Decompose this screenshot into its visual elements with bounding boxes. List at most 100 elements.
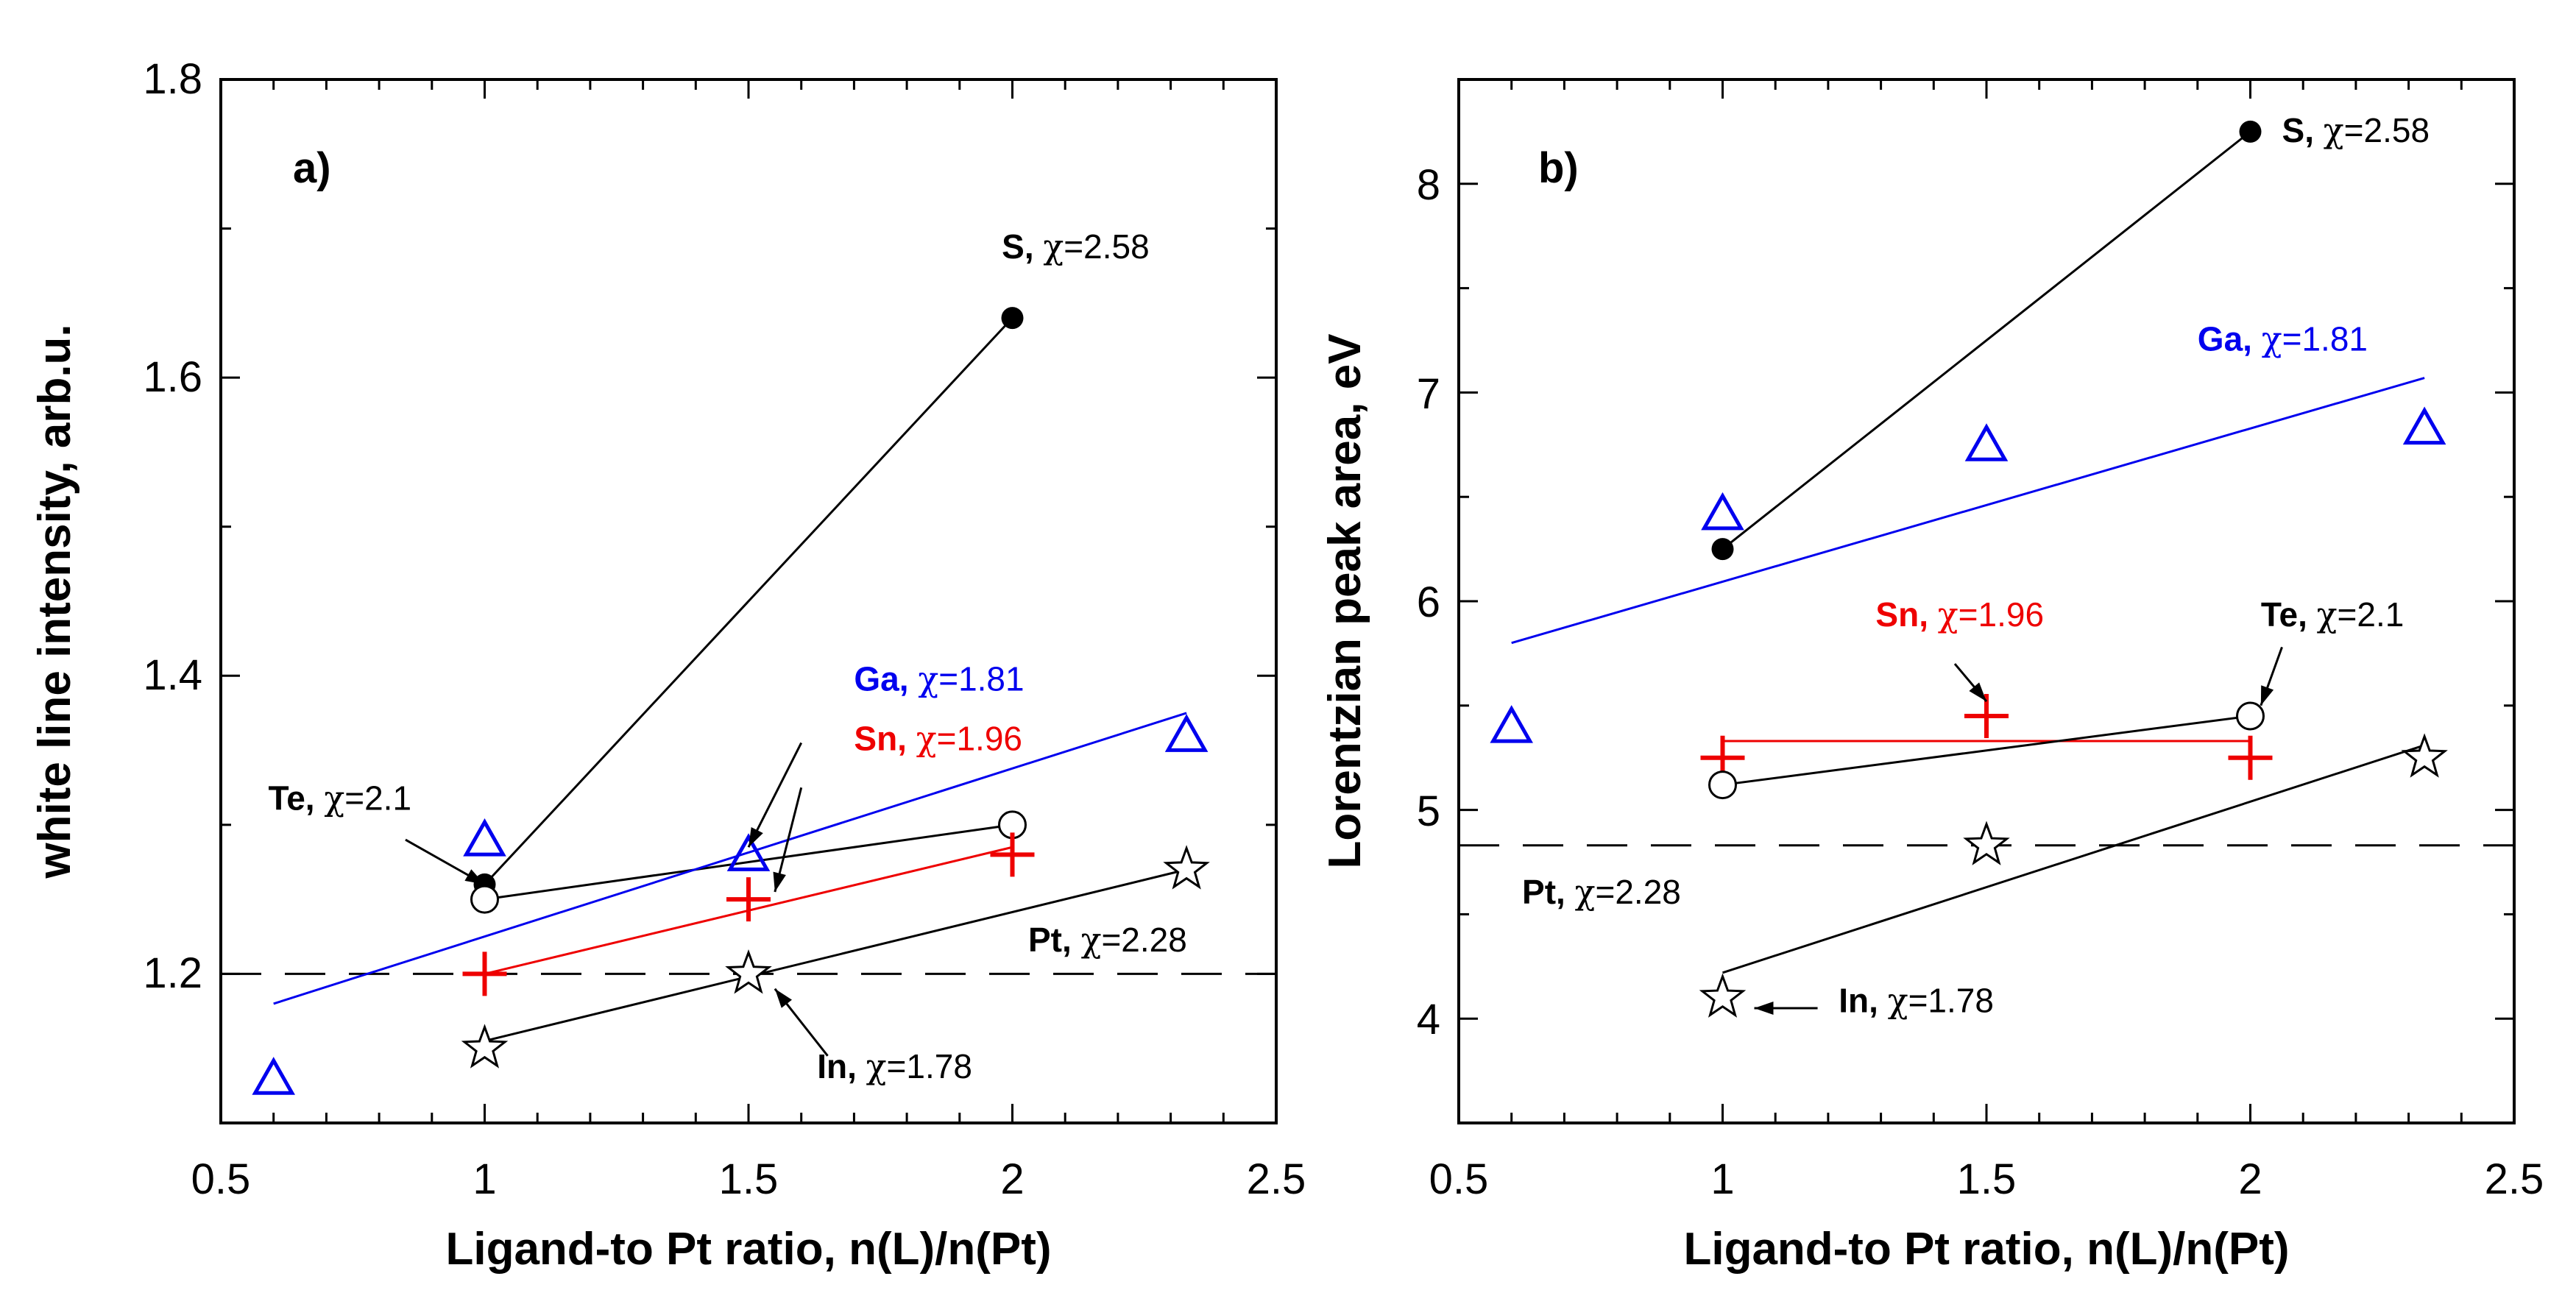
fit-line-ga	[1511, 377, 2425, 645]
fit-line-ga	[273, 712, 1187, 1005]
data-point-sn	[2228, 735, 2273, 780]
annotation-label: Pt, χ=2.28	[1028, 920, 1187, 960]
x-tick-label: 0.5	[1429, 1155, 1489, 1203]
annotation-comma: ,	[1919, 595, 1938, 634]
panel-b-x-axis-title: Ligand-to Pt ratio, n(L)/n(Pt)	[1683, 1224, 2289, 1275]
annotation-element: In	[1839, 982, 1869, 1020]
y-tick-label: 1.8	[143, 55, 202, 103]
data-point-ga	[726, 833, 771, 871]
annotation-comma: ,	[897, 720, 916, 758]
data-point-in	[2401, 733, 2448, 778]
annotation-te: Te, χ=2.1	[269, 779, 486, 886]
annotation-chi-symbol: χ	[1938, 595, 1958, 634]
annotation-element: Pt	[1522, 873, 1556, 911]
annotation-comma: ,	[2298, 595, 2317, 634]
data-point-ga	[1964, 423, 2009, 461]
annotation-element: Pt	[1028, 921, 1062, 959]
annotation-comma: ,	[305, 779, 325, 818]
fit-line-in	[1722, 744, 2425, 974]
annotation-label: S, χ=2.58	[1002, 227, 1150, 266]
data-point-s	[2239, 120, 2262, 143]
annotation-label: Ga, χ=1.81	[2198, 319, 2368, 359]
annotation-element: In	[817, 1047, 847, 1085]
annotation-comma: ,	[899, 660, 919, 698]
annotation-arrow-head	[2260, 685, 2274, 706]
annotation-chi-symbol: χ	[918, 659, 938, 699]
annotation-ga: Ga, χ=1.81	[2198, 319, 2368, 359]
annotation-arrow-head	[1754, 1002, 1774, 1015]
annotation-chi-symbol: χ	[2324, 110, 2344, 150]
panel-a-x-axis-title: Ligand-to Pt ratio, n(L)/n(Pt)	[445, 1224, 1051, 1275]
annotation-in: In, χ=1.78	[774, 988, 972, 1086]
x-tick-label: 1.5	[719, 1155, 779, 1203]
annotation-label: Te, χ=2.1	[269, 779, 412, 818]
panel-b: b) 0.5 1 1.5 2 2.5 4 5 6 7 8 Ligand-to P…	[1320, 78, 2544, 1275]
panel-a-data	[221, 307, 1276, 1095]
data-point-in	[725, 949, 772, 994]
y-tick-label: 7	[1417, 370, 1440, 418]
annotation-chi-value: =2.28	[1101, 921, 1186, 959]
annotation-chi-value: =1.96	[1958, 595, 2044, 634]
annotation-arrow-head	[774, 988, 792, 1008]
annotation-chi-value: =1.78	[1908, 982, 1994, 1020]
annotation-element: Ga	[854, 660, 899, 698]
annotation-chi-value: =1.96	[937, 720, 1022, 758]
x-tick-label: 2.5	[1247, 1155, 1306, 1203]
data-point-sn	[990, 832, 1035, 877]
annotation-comma: ,	[1062, 921, 1081, 959]
annotation-ga: Ga, χ=1.81	[747, 659, 1025, 848]
annotation-sn: Sn, χ=1.96	[1875, 595, 2044, 703]
annotation-element: S	[1002, 227, 1025, 266]
data-point-sn	[726, 877, 771, 922]
annotation-chi-symbol: χ	[1888, 981, 1908, 1021]
annotation-label: In, χ=1.78	[817, 1046, 972, 1086]
panel-a-label: a)	[293, 144, 331, 192]
data-point-te	[2236, 701, 2265, 731]
data-point-ga	[1701, 492, 1744, 531]
panel-b-ticks	[1457, 78, 2516, 1124]
annotation-label: Sn, χ=1.96	[1875, 595, 2044, 634]
y-tick-label: 4	[1417, 996, 1440, 1043]
fit-line-s	[1722, 130, 2251, 550]
annotation-label: Ga, χ=1.81	[854, 659, 1024, 699]
annotation-element: Te	[269, 779, 305, 818]
annotation-label: In, χ=1.78	[1839, 981, 1994, 1021]
data-point-ga	[1164, 714, 1209, 752]
data-point-ga	[463, 818, 506, 857]
x-tick-label: 2	[2238, 1155, 2262, 1203]
annotation-pt: Pt, χ=2.28	[1028, 920, 1187, 960]
x-tick-label: 1	[1710, 1155, 1734, 1203]
panel-a-y-axis-title: white line intensity, arb.u.	[29, 324, 80, 879]
panel-b-x-tick-labels: 0.5 1 1.5 2 2.5	[1429, 1155, 2544, 1203]
annotation-chi-symbol: χ	[2262, 319, 2282, 359]
panel-b-label: b)	[1538, 144, 1579, 192]
fit-line-s	[484, 317, 1013, 885]
annotation-comma: ,	[2304, 111, 2324, 149]
x-tick-label: 1	[473, 1155, 496, 1203]
annotation-chi-value: =1.78	[887, 1047, 972, 1085]
annotation-element: Sn	[1875, 595, 1919, 634]
annotation-comma: ,	[1025, 227, 1044, 266]
annotation-label: Te, χ=2.1	[2261, 595, 2405, 634]
annotation-chi-value: =1.81	[2282, 320, 2368, 358]
annotation-chi-symbol: χ	[866, 1046, 887, 1086]
data-point-te	[1708, 770, 1737, 800]
data-point-te	[470, 885, 499, 914]
panel-a-ticks	[219, 78, 1278, 1124]
x-tick-label: 2	[1000, 1155, 1024, 1203]
annotation-s: S, χ=2.58	[2282, 110, 2430, 150]
x-tick-label: 0.5	[191, 1155, 251, 1203]
annotation-element: Ga	[2198, 320, 2243, 358]
panel-a-y-tick-labels: 1.2 1.4 1.6 1.8	[143, 55, 202, 997]
panel-b-y-axis-title: Lorentzian peak area, eV	[1320, 333, 1370, 868]
panel-a-x-tick-labels: 0.5 1 1.5 2 2.5	[191, 1155, 1306, 1203]
annotation-arrow-head	[749, 827, 763, 848]
annotation-arrow-head	[1969, 682, 1986, 702]
annotation-arrow-head	[464, 869, 485, 885]
annotation-chi-symbol: χ	[916, 719, 937, 759]
data-point-s	[1711, 538, 1734, 561]
y-tick-label: 6	[1417, 578, 1440, 626]
annotation-chi-symbol: χ	[2317, 595, 2338, 634]
